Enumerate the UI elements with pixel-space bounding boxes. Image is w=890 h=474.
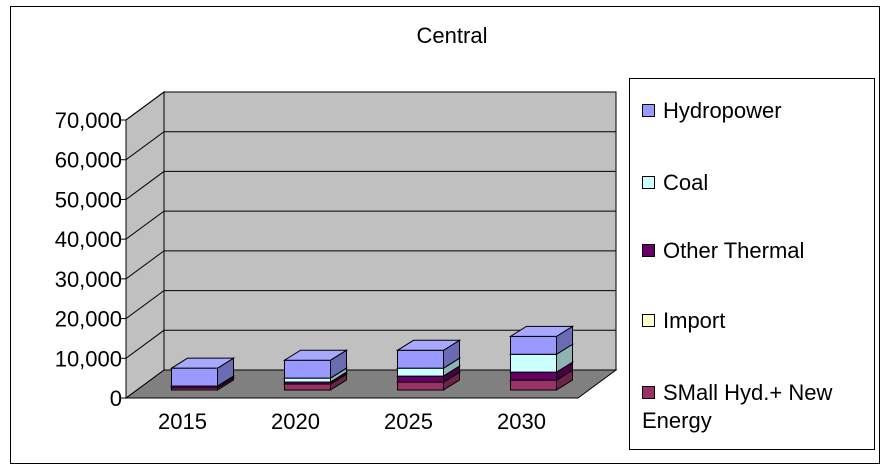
- legend-swatch: [642, 314, 655, 327]
- bar-segment: [284, 377, 331, 383]
- x-tick-label: 2015: [158, 409, 207, 434]
- y-tick-label: 30,000: [55, 267, 122, 292]
- bar-segment-top: [508, 325, 575, 337]
- bar-segment: [284, 359, 331, 379]
- y-tick-label: 10,000: [55, 346, 122, 371]
- bar-segment: [397, 367, 444, 377]
- x-tick-label: 2025: [384, 409, 433, 434]
- bar-segment: [510, 371, 557, 381]
- y-tick-label: 50,000: [55, 187, 122, 212]
- legend-item: Other Thermal: [642, 237, 804, 265]
- y-tick-label: 70,000: [55, 108, 122, 133]
- legend-swatch: [642, 386, 655, 399]
- gridline: [125, 131, 616, 161]
- y-tick-label: 0: [110, 386, 122, 411]
- legend-swatch: [642, 104, 655, 117]
- legend-item: Import: [642, 307, 725, 335]
- bar-segment: [510, 335, 557, 355]
- chart-back-wall: [163, 91, 617, 371]
- legend-label: Coal: [663, 170, 709, 195]
- chart-legend: Hydropower Coal Other Thermal Import SMall H…: [629, 78, 875, 450]
- x-tick-label: 2030: [497, 409, 546, 434]
- bar-segment-top: [395, 339, 462, 351]
- legend-item: SMall Hyd.+ New Energy: [642, 379, 862, 435]
- legend-swatch: [642, 244, 655, 257]
- gridline: [125, 329, 616, 359]
- bar-segment-top: [282, 349, 349, 361]
- chart-title: Central: [417, 23, 488, 48]
- gridline: [125, 290, 616, 319]
- y-tick-label: 20,000: [55, 307, 122, 332]
- y-tick-label: 60,000: [55, 148, 122, 173]
- bar-segment: [284, 383, 331, 391]
- gridline: [125, 170, 616, 200]
- bar-segment: [171, 367, 218, 387]
- bar-segment: [397, 375, 444, 383]
- y-tick-label: 40,000: [55, 227, 122, 252]
- gridline: [125, 210, 616, 240]
- bar-segment: [397, 349, 444, 369]
- legend-label: SMall Hyd.+ New Energy: [642, 380, 833, 433]
- legend-item: Hydropower: [642, 97, 782, 125]
- gridline: [125, 91, 616, 121]
- chart-side-wall: [125, 91, 165, 399]
- legend-item: Coal: [642, 169, 708, 197]
- gridline: [125, 250, 616, 280]
- legend-label: Other Thermal: [663, 238, 805, 263]
- legend-label: Import: [663, 308, 726, 333]
- legend-swatch: [642, 176, 655, 189]
- bar-segment: [510, 379, 557, 391]
- bar-segment: [397, 381, 444, 391]
- x-tick-label: 2020: [271, 409, 320, 434]
- bar-segment-top: [169, 357, 236, 369]
- bar-segment: [510, 353, 557, 373]
- legend-label: Hydropower: [663, 98, 782, 123]
